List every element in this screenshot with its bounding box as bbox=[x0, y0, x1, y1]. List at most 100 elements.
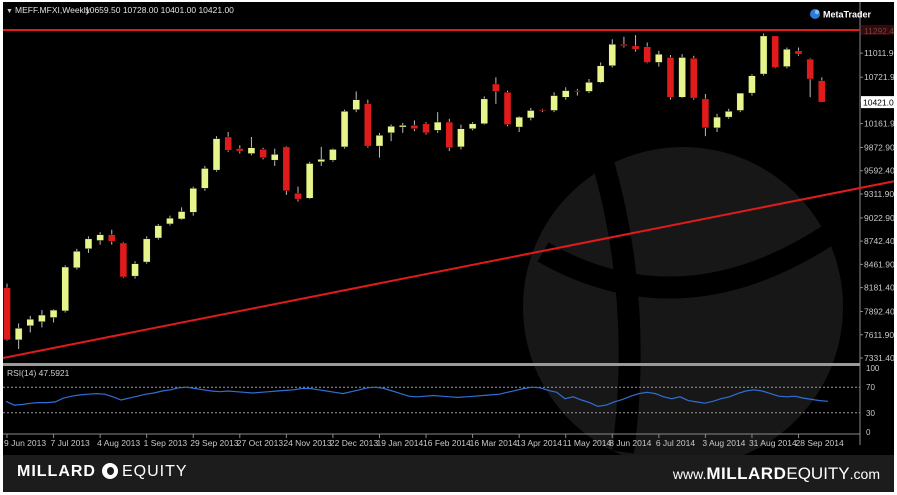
candle-body-up bbox=[177, 211, 186, 220]
y-tick-label: 9592.40 bbox=[864, 166, 894, 176]
axes-layer bbox=[3, 2, 863, 445]
candle-body-down bbox=[806, 58, 814, 80]
candle-body-up bbox=[305, 163, 314, 199]
candle bbox=[445, 118, 454, 152]
candle bbox=[806, 58, 814, 98]
x-tick-label: 31 Aug 2014 bbox=[749, 438, 797, 448]
candle bbox=[678, 54, 686, 99]
candle-body-down bbox=[538, 109, 547, 111]
resistance-price-box bbox=[861, 24, 894, 35]
candle bbox=[73, 248, 81, 270]
candle bbox=[724, 108, 733, 119]
candle bbox=[212, 136, 221, 172]
candle bbox=[480, 96, 488, 125]
candle bbox=[3, 283, 11, 341]
rsi-tick-label: 0 bbox=[866, 428, 871, 437]
candle-body-down bbox=[771, 35, 779, 68]
metatrader-logo: MetaTrader bbox=[810, 9, 872, 20]
candle bbox=[562, 87, 570, 100]
x-tick-label: 24 Nov 2013 bbox=[283, 438, 331, 448]
candle-body-down bbox=[282, 146, 291, 192]
candle bbox=[399, 122, 407, 133]
candle-body-up bbox=[317, 159, 325, 163]
candle-body-down bbox=[492, 83, 500, 92]
x-tick-label: 13 Apr 2014 bbox=[516, 438, 562, 448]
candle-body-up bbox=[468, 123, 477, 129]
candle bbox=[96, 232, 104, 245]
candle-body-up bbox=[527, 110, 535, 119]
y-tick-label: 10161.90 bbox=[864, 119, 894, 129]
candle-body-up bbox=[247, 147, 256, 154]
rsi-line bbox=[5, 386, 829, 408]
candle-body-up bbox=[212, 138, 221, 171]
candle-body-up bbox=[759, 35, 768, 75]
candle bbox=[201, 165, 209, 191]
candle-body-down bbox=[108, 234, 116, 242]
x-tick-label: 7 Jul 2013 bbox=[51, 438, 90, 448]
candle bbox=[317, 146, 325, 166]
candle-body-down bbox=[631, 45, 640, 50]
candle bbox=[26, 315, 34, 333]
brand-website: www.MILLARDEQUITY.com bbox=[673, 464, 880, 484]
candle-body-up bbox=[585, 82, 593, 92]
candle bbox=[189, 186, 197, 216]
y-tick-label: 10721.90 bbox=[864, 72, 894, 82]
candle bbox=[433, 112, 442, 133]
candle-body-up bbox=[73, 251, 81, 269]
candle bbox=[131, 261, 139, 279]
candle bbox=[527, 107, 535, 121]
brand-right-name: MILLARD bbox=[706, 464, 787, 483]
candle-body-up bbox=[14, 328, 23, 341]
candle bbox=[294, 186, 302, 202]
candle-body-down bbox=[259, 149, 267, 158]
candle bbox=[305, 161, 314, 200]
candle-body-up bbox=[49, 309, 58, 318]
candle-body-down bbox=[3, 287, 11, 341]
y-tick-label: 7331.40 bbox=[864, 353, 894, 363]
candle bbox=[457, 124, 465, 150]
candle-body-up bbox=[154, 225, 163, 239]
candle bbox=[14, 323, 23, 350]
candle-body-up bbox=[783, 48, 791, 67]
current-price-label: 10421.00 bbox=[863, 98, 894, 108]
candle bbox=[271, 148, 279, 166]
candle-body-down bbox=[224, 136, 232, 151]
candle bbox=[538, 108, 547, 113]
candle-body-down bbox=[236, 148, 244, 152]
candle-body-up bbox=[166, 217, 174, 225]
candle bbox=[352, 91, 360, 113]
x-tick-label: 29 Sep 2013 bbox=[190, 438, 238, 448]
x-tick-label: 9 Jun 2013 bbox=[4, 438, 46, 448]
candle bbox=[154, 223, 163, 240]
candle-body-down bbox=[794, 50, 803, 55]
y-tick-label: 8461.90 bbox=[864, 259, 894, 269]
candle-body-up bbox=[201, 168, 209, 189]
candle-body-down bbox=[364, 103, 372, 147]
brand-logo-left: MILLARD EQUITY bbox=[17, 463, 188, 481]
candle-body-up bbox=[142, 238, 151, 263]
rsi-tick-label: 100 bbox=[866, 364, 880, 373]
rsi-label: RSI(14) 47.5921 bbox=[7, 368, 70, 378]
candle bbox=[142, 236, 151, 264]
candle bbox=[119, 242, 128, 278]
x-tick-label: 4 Aug 2013 bbox=[97, 438, 140, 448]
y-tick-label: 7892.40 bbox=[864, 307, 894, 317]
candle bbox=[701, 93, 710, 137]
candle-body-up bbox=[457, 128, 465, 148]
dropdown-icon: ▼ bbox=[6, 8, 13, 15]
watermark-globe bbox=[523, 147, 843, 455]
candle bbox=[259, 147, 267, 160]
rsi-tick-label: 70 bbox=[866, 383, 875, 392]
candle-body-up bbox=[655, 53, 663, 63]
candle bbox=[468, 122, 477, 131]
x-tick-label: 11 May 2014 bbox=[563, 438, 612, 448]
candle-body-down bbox=[119, 242, 128, 278]
x-tick-label: 28 Sep 2014 bbox=[796, 438, 844, 448]
chart-area[interactable]: 11292.4011011.9010721.9010441.9010161.90… bbox=[3, 2, 894, 455]
candle-body-up bbox=[562, 90, 570, 98]
candle-body-up bbox=[189, 188, 197, 213]
candle-body-down bbox=[422, 123, 430, 134]
candle-body-up bbox=[387, 126, 395, 134]
price-chart[interactable]: 11292.4011011.9010721.9010441.9010161.90… bbox=[3, 2, 894, 455]
x-tick-label: 3 Aug 2014 bbox=[702, 438, 745, 448]
